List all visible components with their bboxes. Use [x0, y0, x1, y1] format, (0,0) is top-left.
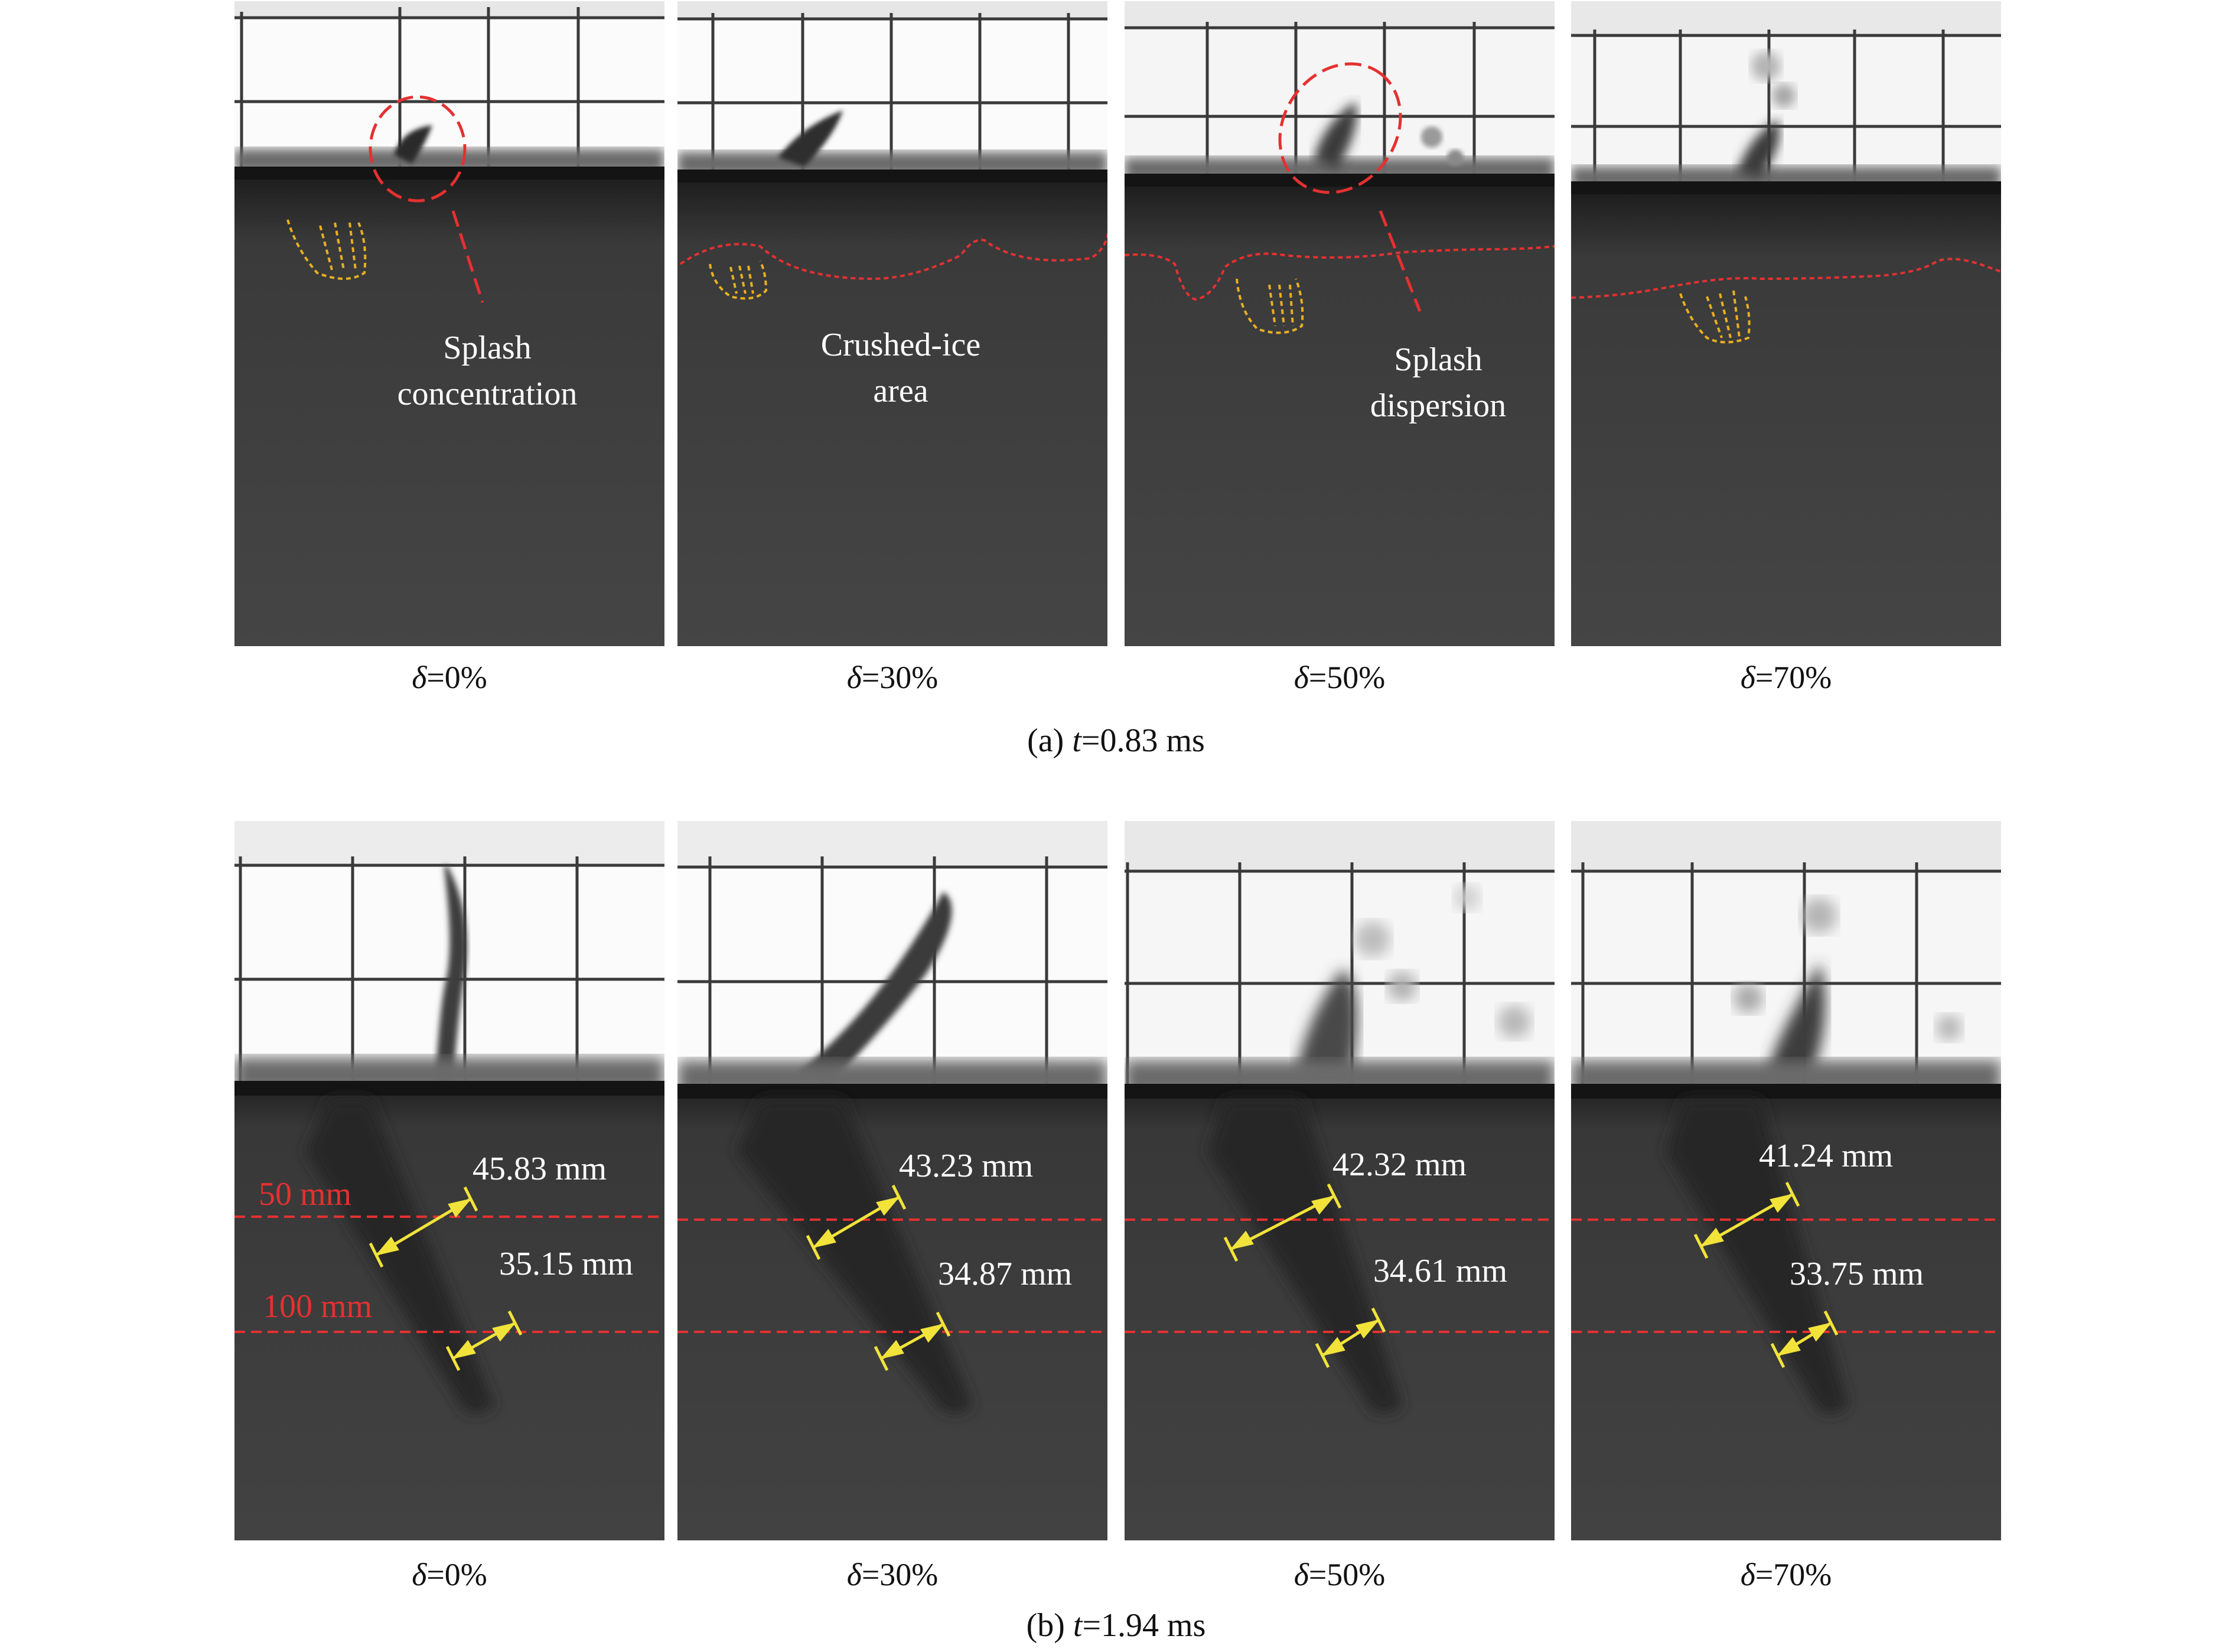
- width-lower-70: 33.75 mm: [1790, 1256, 1924, 1292]
- width-lower-30: 34.87 mm: [938, 1256, 1073, 1292]
- frame-image: [234, 821, 664, 1540]
- frame-b-50-label: δ=50%: [1293, 1557, 1386, 1592]
- annotation-splash-dispersion: Splash dispersion: [1370, 341, 1507, 424]
- frame-a-70: [1571, 1, 2001, 646]
- frame-image: [1571, 821, 2001, 1540]
- width-upper-30: 43.23 mm: [899, 1148, 1034, 1184]
- width-lower-50: 34.61 mm: [1373, 1253, 1508, 1289]
- frame-b-30: [677, 821, 1107, 1540]
- frame-a-0: [234, 1, 664, 646]
- frame-image: [1571, 1, 2001, 646]
- width-upper-0: 45.83 mm: [473, 1151, 607, 1187]
- frame-image: [1125, 1, 1555, 646]
- depth-label-50mm: 50 mm: [259, 1176, 352, 1213]
- frame-b-0-label: δ=0%: [412, 1557, 487, 1592]
- frame-a-0-label: δ=0%: [412, 660, 487, 695]
- annotation-splash-concentration: Splash concentration: [397, 330, 578, 412]
- frame-image: [1125, 821, 1555, 1540]
- frame-b-50: [1125, 821, 1555, 1540]
- depth-label-100mm: 100 mm: [263, 1288, 373, 1325]
- width-upper-50: 42.32 mm: [1332, 1146, 1467, 1183]
- frame-b-70-label: δ=70%: [1740, 1557, 1832, 1592]
- width-upper-70: 41.24 mm: [1759, 1138, 1894, 1174]
- frame-a-50: [1125, 1, 1555, 646]
- frame-a-30: [677, 1, 1107, 646]
- panel-a-caption: (a) t=0.83 ms: [1027, 722, 1205, 759]
- frame-b-70: [1571, 821, 2001, 1540]
- frame-a-30-label: δ=30%: [846, 660, 939, 695]
- frame-image: [677, 821, 1107, 1540]
- frame-image: [677, 1, 1107, 646]
- panel-b-caption: (b) t=1.94 ms: [1026, 1607, 1206, 1644]
- frame-b-30-label: δ=30%: [846, 1557, 939, 1592]
- annotation-crushed-ice-area: Crushed-ice area: [820, 327, 981, 409]
- frame-b-0: [234, 821, 664, 1540]
- width-lower-0: 35.15 mm: [499, 1246, 634, 1282]
- frame-a-70-label: δ=70%: [1740, 660, 1832, 695]
- frame-a-50-label: δ=50%: [1293, 660, 1386, 695]
- frame-image: [234, 1, 664, 646]
